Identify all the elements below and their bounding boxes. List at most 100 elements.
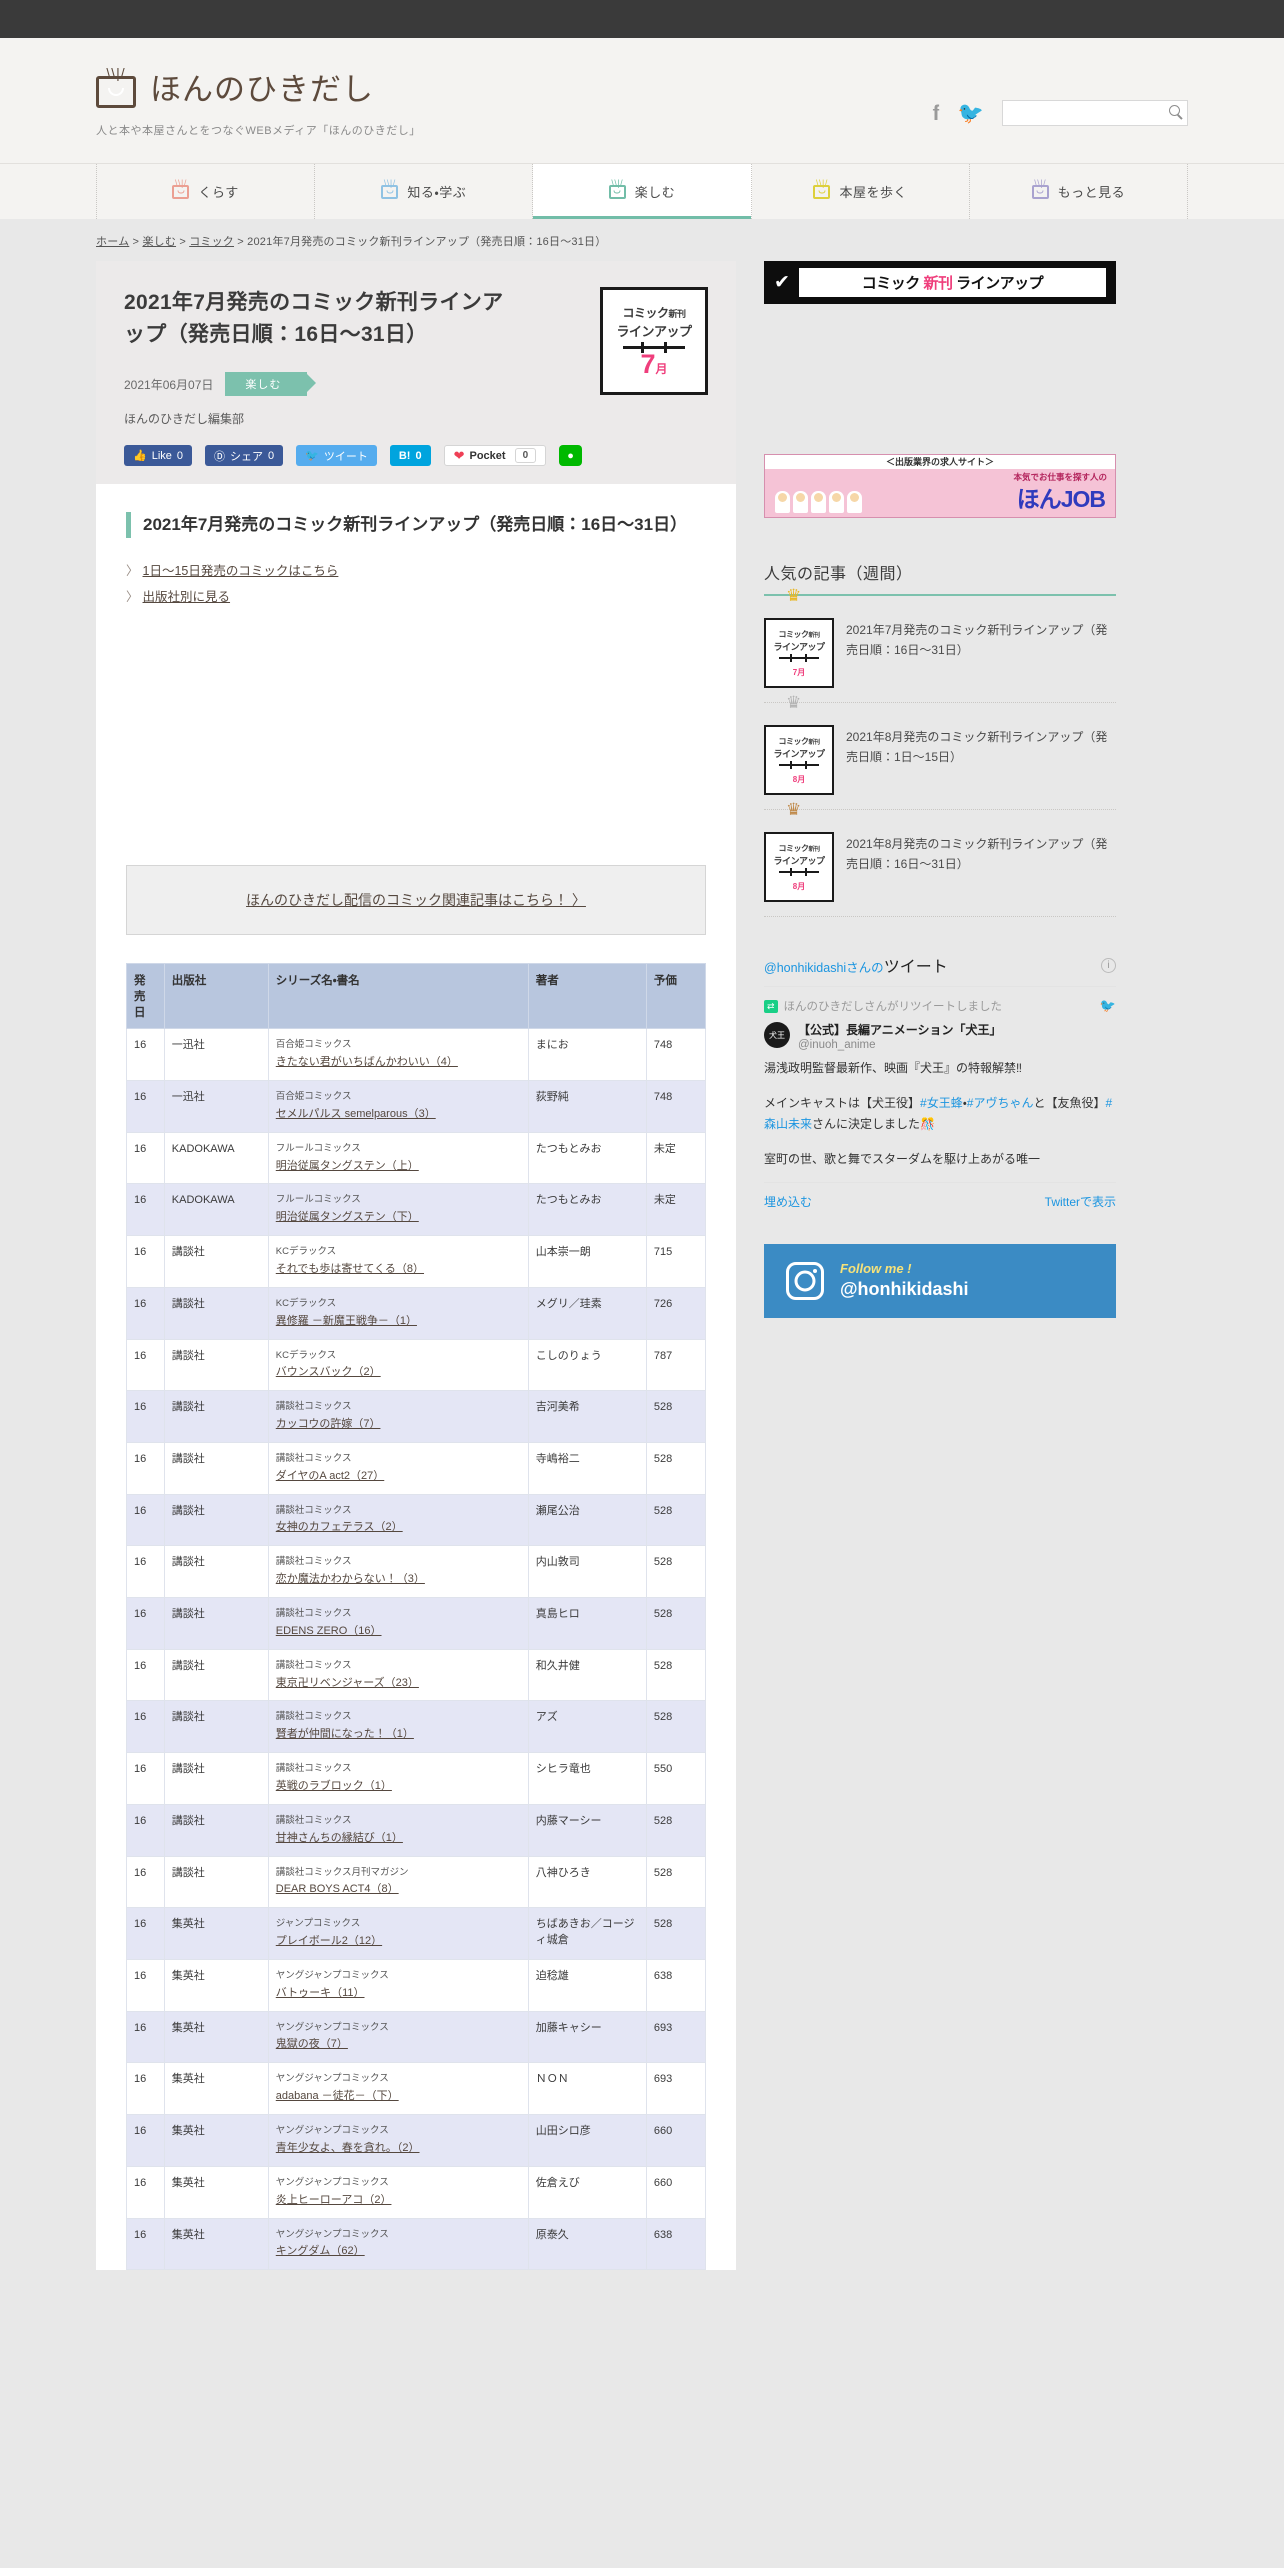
comic-lineup-banner[interactable]: ✔ コミック 新刊 ラインアップ [764,261,1116,304]
series-name: KCデラックス [275,1297,337,1309]
thumb-month-unit: 月 [655,362,668,376]
series-name: 講談社コミックス [275,1659,352,1671]
hashtag-joouhachi[interactable]: #女王蜂 [920,1095,963,1110]
thumb-month-unit: 月 [797,667,806,677]
facebook-icon[interactable]: 𝐟 [932,101,940,125]
book-title-link[interactable]: きたない君がいちばんかわいい（4） [275,1056,458,1069]
ad-slot [126,619,706,839]
facebook-like-button[interactable]: 👍 Like 0 [124,445,193,466]
book-title-link[interactable]: adabana －徒花－（下） [275,2090,399,2103]
nav-item-tanoshimu[interactable]: \\|/ 楽しむ [533,164,752,219]
lineup-table: 発売日 出版社 シリーズ名・書名 著者 予価 16 一迅社 百合姫コミックス きたない… [126,963,707,2271]
hatena-bookmark-button[interactable]: B! 0 [389,445,431,466]
book-title-link[interactable]: 東京卍リベンジャーズ（23） [275,1676,419,1689]
book-title-link[interactable]: プレイボール2（12） [275,1935,383,1948]
cell-series-title: KCデラックス バウンスバック（2） [267,1338,529,1392]
cell-price: 787 [645,1338,707,1392]
book-title-link[interactable]: 賢者が仲間になった！（1） [275,1728,414,1741]
cell-price: 550 [645,1752,707,1805]
book-title-link[interactable]: 炎上ヒーローアコ（2） [275,2193,392,2206]
cta-link[interactable]: ほんのひきだし配信のコミック関連記事はこちら！ 〉 [246,892,586,909]
cell-publisher: 集英社 [163,2165,269,2219]
book-title-link[interactable]: バウンスバック（2） [275,1366,381,1379]
book-title-link[interactable]: キングダム（62） [275,2245,365,2258]
nav-item-shiru-manabu[interactable]: \\|/ 知る・学ぶ [315,164,534,219]
list-item[interactable]: ♛ コミック新刊 ラインアップ 8月 2021年8月発売のコミック新刊ラインアップ（発売… [764,694,1116,810]
book-title-link[interactable]: セメルパルス semelparous（3） [275,1107,436,1120]
book-title-link[interactable]: ダイヤのA act2（27） [275,1469,385,1482]
hashtag-avuchan[interactable]: #アヴちゃん [966,1095,1034,1110]
book-title-link[interactable]: 恋か魔法かわからない！（3） [275,1573,425,1586]
book-title-link[interactable]: それでも歩は寄せてくる（8） [275,1262,425,1275]
honjob-ad-banner[interactable]: ＜出版業界の求人サイト＞ 本気でお仕事を探す人の ほんJOB [764,454,1116,518]
cell-publisher: 講談社 [163,1803,269,1857]
book-title-link[interactable]: 青年少女よ、春を貪れ。（2） [275,2141,420,2154]
pocket-button[interactable]: ❤ Pocket 0 [443,445,547,466]
cell-price: 660 [645,2165,707,2219]
book-title-link[interactable]: 女神のカフェテラス（2） [275,1521,403,1534]
link-first-half[interactable]: 1日～15日発売のコミックはこちら [142,564,339,579]
book-title-link[interactable]: バトゥーキ（11） [275,1986,365,1999]
twitter-share-button[interactable]: 🐦 ツイート [296,445,377,466]
cell-author: 吉河美希 [527,1390,647,1443]
book-title-link[interactable]: 異修羅 －新魔王戦争－（1） [275,1314,417,1327]
search-input[interactable] [1003,101,1187,125]
cell-series-title: ヤングジャンプコミックス 青年少女よ、春を貪れ。（2） [267,2114,529,2167]
list-item-label: 2021年8月発売のコミック新刊ラインアップ（発売日順：16日～31日） [846,837,1108,872]
brand[interactable]: \\|/ ほんのひきだし [96,66,1188,112]
series-name: ジャンプコミックス [275,1918,361,1930]
book-title-link[interactable]: EDENS ZERO（16） [275,1624,382,1637]
search-box[interactable] [1002,100,1188,126]
breadcrumb-tanoshimu[interactable]: 楽しむ [142,236,177,248]
search-icon[interactable] [1169,105,1180,116]
breadcrumb: ホーム > 楽しむ > コミック > 2021年7月発売のコミック新刊ラインアッ… [96,219,1188,261]
cell-release-date: 16 [126,2217,165,2271]
list-item[interactable]: ♛ コミック新刊 ラインアップ 7月 2021年7月発売のコミック新刊ラインアップ（発売… [764,587,1116,703]
facebook-share-button[interactable]: Ⓓ シェア 0 [205,445,284,466]
nav-item-motto-miru[interactable]: \\|/ もっと見る [970,164,1189,219]
comic-articles-cta[interactable]: ほんのひきだし配信のコミック関連記事はこちら！ 〉 [126,865,706,936]
instagram-follow-label: Follow me ! [840,1261,912,1277]
info-icon[interactable]: i [1101,957,1116,973]
book-title-link[interactable]: 英戦のラブロック（1） [275,1779,392,1792]
book-title-link[interactable]: 甘神さんちの縁結び（1） [275,1831,403,1844]
hashtag-moriyama[interactable]: #森山未来 [764,1095,1113,1131]
breadcrumb-comic[interactable]: コミック [189,236,235,248]
book-title-link[interactable]: DEAR BOYS ACT4（8） [275,1883,399,1896]
cell-release-date: 16 [126,2010,165,2064]
book-title-link[interactable]: 鬼獄の夜（7） [275,2038,348,2051]
breadcrumb-sep: > [132,236,140,248]
book-title-wrap: DEAR BOYS ACT4（8） [276,1882,521,1898]
link-by-publisher[interactable]: 出版社別に見る [142,590,231,605]
book-title-wrap: セメルパルス semelparous（3） [276,1107,521,1123]
instagram-follow-banner[interactable]: Follow me ! @honhikidashi [764,1243,1116,1318]
thumb-month-number: 8 [792,881,798,891]
list-item[interactable]: ♛ コミック新刊 ラインアップ 8月 2021年8月発売のコミック新刊ラインアップ（発売… [764,801,1116,917]
table-row: 16 講談社 講談社コミックス 女神のカフェテラス（2） 瀬尾公治 528 [126,1493,707,1547]
tweet-line-1: 湯浅政明監督最新作、映画『犬王』の特報解禁‼ [764,1060,1023,1075]
tweet-line-2-mid: ・ [962,1095,967,1110]
nav-icon-wrap-4: \\|/ [1031,178,1049,199]
twitter-icon[interactable]: 🐦 [957,101,984,125]
pocket-count: 0 [514,448,537,463]
cell-series-title: 百合姫コミックス セメルパルス semelparous（3） [267,1080,529,1133]
embed-link[interactable]: 埋め込む [764,1194,813,1209]
twitter-handle[interactable]: @honhikidashiさんの [764,961,884,975]
twitter-bird-icon: 🐦 [305,450,319,462]
cell-publisher: 講談社 [163,1752,269,1805]
breadcrumb-home[interactable]: ホーム [96,236,130,248]
nav-item-kurasu[interactable]: \\|/ くらす [96,164,316,219]
category-tag[interactable]: 楽しむ [225,372,317,396]
pocket-label: Pocket [469,449,506,462]
tweet-author-name: 【公式】長編アニメーション「犬王」 [798,1023,1002,1037]
book-title-link[interactable]: カッコウの許嫁（7） [275,1418,381,1431]
series-name: 講談社コミックス [275,1452,352,1464]
nav-item-honya-wo-aruku[interactable]: \\|/ 本屋を歩く [752,164,970,219]
tweet-author[interactable]: 犬王 【公式】長編アニメーション「犬王」 @inuoh_anime [764,1022,1116,1051]
view-on-twitter-link[interactable]: Twitterで表示 [1044,1194,1116,1209]
book-title-link[interactable]: 明治従属タングステン（下） [275,1211,419,1224]
line-share-button[interactable]: ● [559,445,583,466]
cell-series-title: 講談社コミックスダイヤのA act2（27） [267,1441,529,1495]
thumb-new-label: 新刊 [808,739,820,746]
book-title-link[interactable]: 明治従属タングステン（上） [275,1159,419,1172]
